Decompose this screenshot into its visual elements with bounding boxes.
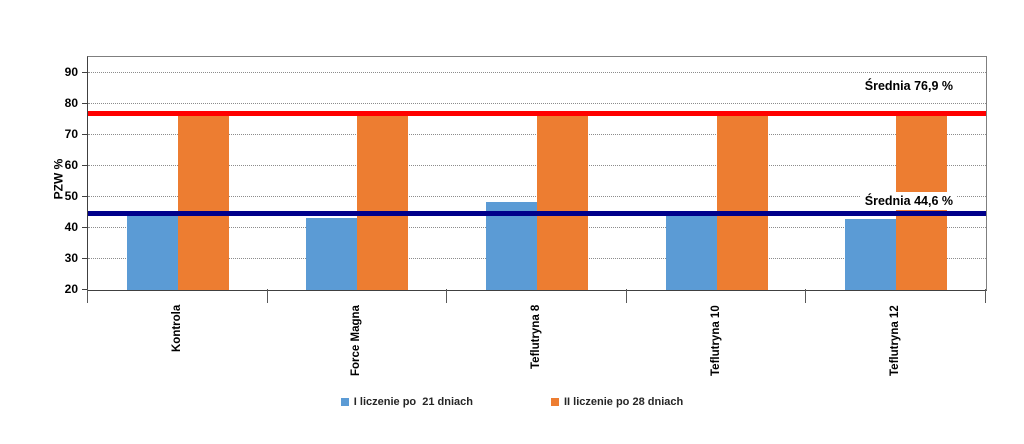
mean-line-lower [88, 211, 986, 217]
bar-series2-kontrola [177, 114, 229, 290]
chart-legend: I liczenie po 21 dniach II liczenie po 28… [0, 396, 1024, 408]
y-tick-label-60: 60 [64, 157, 78, 172]
y-tick-label-30: 30 [64, 250, 78, 265]
y-tick-mark-80 [82, 102, 87, 104]
legend-swatch-icon [340, 398, 349, 406]
y-tick-label-90: 90 [64, 64, 78, 79]
plot-area [87, 56, 987, 291]
y-tick-mark-40 [82, 226, 87, 228]
y-tick-mark-50 [82, 195, 87, 197]
bar-series2-teflutryna-10 [716, 114, 768, 290]
y-tick-mark-20 [82, 289, 87, 290]
y-tick-label-70: 70 [64, 126, 78, 141]
legend-item-2: II liczenie po 28 dniach [551, 396, 683, 408]
y-tick-label-50: 50 [64, 188, 78, 203]
x-boundary-tick-3 [625, 289, 627, 303]
gridline-90 [88, 72, 986, 74]
legend-item-label: I liczenie po 21 dniach [353, 396, 473, 408]
y-tick-label-20: 20 [64, 282, 78, 296]
mean-annotation-lower: Średnia 44,6 % [860, 192, 957, 210]
y-tick-mark-70 [82, 133, 87, 135]
gridline-80 [88, 103, 986, 105]
bar-series2-force-magna [357, 110, 409, 290]
x-boundary-tick-4 [805, 289, 807, 303]
x-category-label-force-magna: Force Magna [350, 305, 363, 376]
y-tick-label-40: 40 [64, 219, 78, 234]
y-tick-mark-30 [82, 257, 87, 259]
x-boundary-tick-0 [87, 289, 88, 303]
x-category-label-teflutryna-8: Teflutryna 8 [530, 305, 542, 370]
x-boundary-tick-2 [446, 289, 448, 303]
legend-item-1: I liczenie po 21 dniach [340, 396, 473, 408]
legend-item-label: II liczenie po 28 dniach [564, 396, 684, 408]
mean-annotation-upper: Średnia 76,9 % [860, 77, 957, 95]
x-boundary-tick-1 [266, 289, 268, 303]
x-category-label-teflutryna-12: Teflutryna 12 [889, 305, 902, 376]
bar-series1-teflutryna-12 [845, 218, 897, 290]
mean-line-upper [88, 110, 986, 116]
x-category-label-kontrola: Kontrola [170, 305, 183, 353]
bar-series1-kontrola [126, 213, 178, 290]
x-category-label-teflutryna-10: Teflutryna 10 [709, 305, 722, 376]
bar-series1-teflutryna-8 [486, 202, 537, 290]
y-tick-label-80: 80 [64, 95, 78, 110]
bar-series1-teflutryna-10 [665, 215, 717, 290]
bar-series1-force-magna [306, 217, 358, 290]
x-boundary-tick-5 [985, 289, 986, 303]
bar-series2-teflutryna-8 [537, 110, 588, 290]
legend-swatch-icon [551, 398, 559, 406]
y-tick-mark-90 [82, 71, 87, 73]
y-tick-mark-60 [82, 164, 87, 166]
